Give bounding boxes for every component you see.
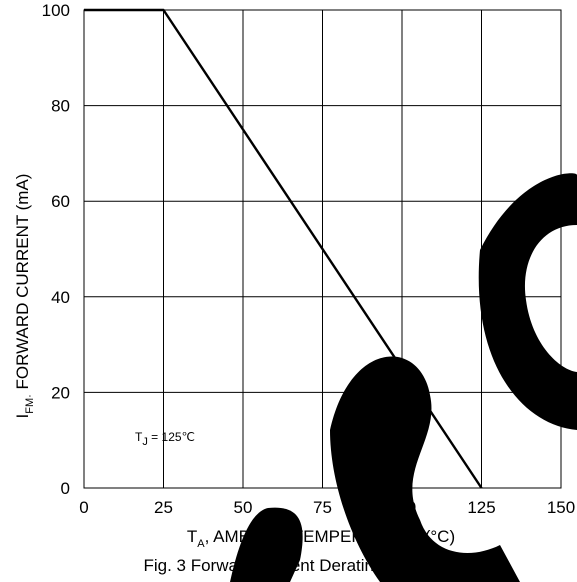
y-tick-label: 80 bbox=[51, 97, 70, 116]
watermark-letter-s bbox=[330, 356, 520, 582]
x-tick-label: 125 bbox=[467, 498, 495, 517]
x-axis-label: TA, AMBIENT TEMPERATURE (°C) bbox=[187, 527, 455, 550]
x-tick-label: 50 bbox=[234, 498, 253, 517]
watermark-letter-c bbox=[478, 173, 577, 430]
x-axis-label-rest: , AMBIENT TEMPERATURE (°C) bbox=[205, 527, 456, 546]
annotation-sub: J bbox=[142, 436, 148, 448]
y-axis-label-rest: FORWARD CURRENT (mA) bbox=[13, 174, 32, 395]
y-axis-label-main: I bbox=[13, 414, 32, 419]
x-axis-label-main: T bbox=[187, 527, 197, 546]
y-axis-label: IFM· FORWARD CURRENT (mA) bbox=[13, 174, 36, 419]
x-tick-labels: 0 25 50 75 100 125 150 bbox=[79, 498, 575, 517]
x-tick-label: 75 bbox=[313, 498, 332, 517]
y-axis-label-sub: FM· bbox=[24, 394, 36, 414]
x-axis-label-sub: A bbox=[197, 538, 205, 550]
y-tick-label: 60 bbox=[51, 192, 70, 211]
y-tick-label: 20 bbox=[51, 383, 70, 402]
y-tick-label: 100 bbox=[42, 1, 70, 20]
x-tick-label: 100 bbox=[388, 498, 416, 517]
y-tick-labels: 0 20 40 60 80 100 bbox=[42, 1, 70, 498]
x-tick-label: 25 bbox=[154, 498, 173, 517]
watermark-letter-b bbox=[230, 507, 303, 582]
junction-temp-annotation: TJ = 125℃ bbox=[135, 430, 195, 448]
y-tick-label: 0 bbox=[61, 479, 70, 498]
x-tick-label: 0 bbox=[79, 498, 88, 517]
annotation-main: T bbox=[135, 430, 143, 444]
plot-frame bbox=[83, 9, 562, 489]
y-tick-label: 40 bbox=[51, 288, 70, 307]
watermark-logo bbox=[230, 173, 577, 582]
x-tick-label: 150 bbox=[547, 498, 575, 517]
figure-caption: Fig. 3 Forward Current Derating Curve bbox=[143, 556, 434, 575]
annotation-rest: = 125℃ bbox=[148, 430, 195, 444]
derating-curve bbox=[84, 8, 483, 489]
